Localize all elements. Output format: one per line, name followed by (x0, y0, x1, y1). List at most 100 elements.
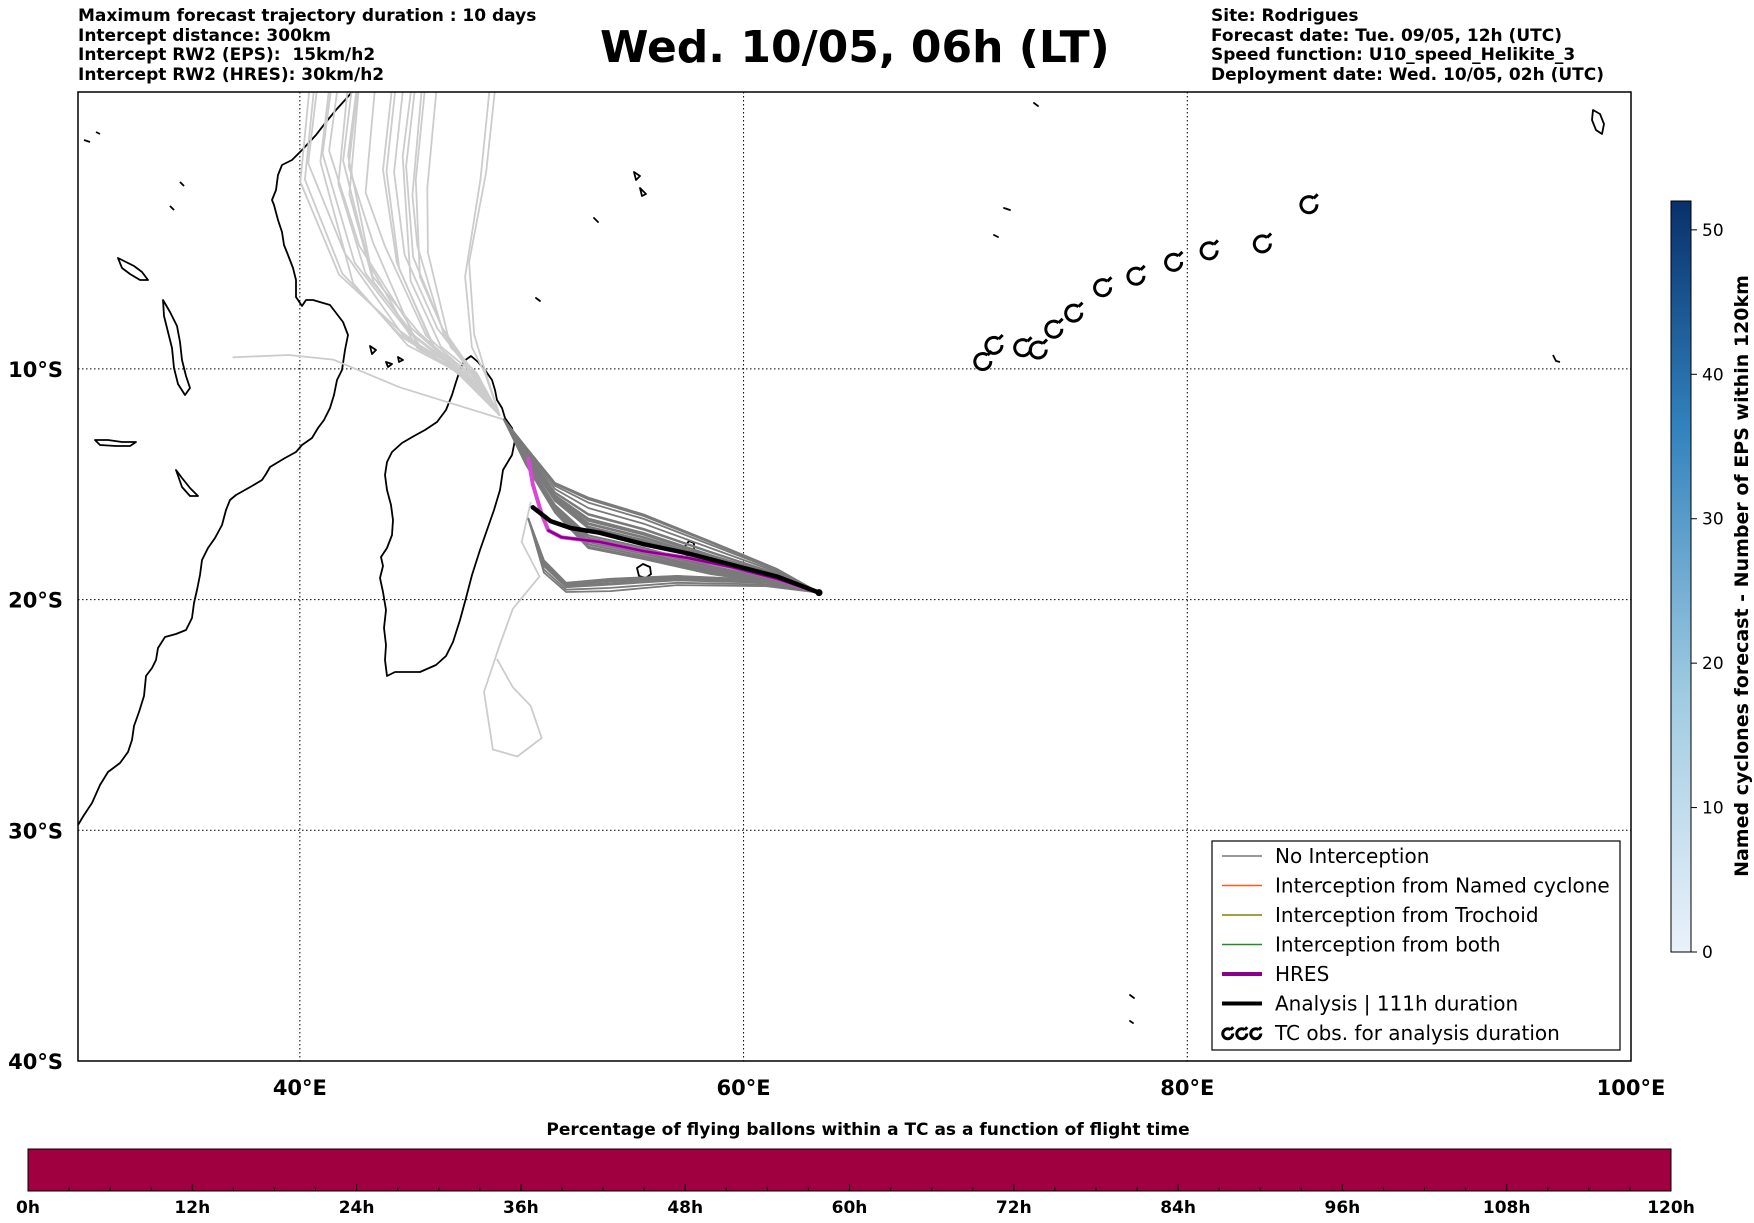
colorbar-gradient (1670, 200, 1692, 953)
header-right-line: Speed function: U10_speed_Helikite_3 (1211, 45, 1576, 65)
cyclone-arc (1028, 340, 1048, 360)
colorbar-tick-label: 30 (1702, 510, 1724, 530)
eps-trajectory-line (503, 418, 820, 594)
colorbar-tick-label: 20 (1702, 654, 1724, 674)
eps-trajectory-line (527, 517, 820, 594)
cyclone-tail (997, 333, 1004, 341)
header-left-line: Intercept RW2 (EPS): 15km/h2 (78, 45, 376, 65)
eps-far-trajectory-line (232, 354, 505, 421)
flight-time-tick-label: 0h (16, 1198, 40, 1218)
eps-far-trajectory-line (328, 92, 501, 416)
x-tick-label: 60°E (717, 1076, 771, 1100)
colorbar-tick-label: 40 (1702, 365, 1724, 385)
cyclone-tail (1139, 264, 1146, 271)
flight-time-tick-label: 60h (832, 1198, 868, 1218)
cyclone-arc (1252, 234, 1272, 254)
cyclone-arc (984, 335, 1004, 355)
legend-cyclone-symbol (1221, 1026, 1235, 1041)
cyclone-arc (1221, 1027, 1235, 1041)
tc-observation-marker (1093, 276, 1113, 298)
cyclone-arc (1126, 266, 1146, 286)
cyclone-tail (1229, 1026, 1235, 1031)
coastlines (78, 92, 1605, 1024)
flight-time-bar-title: Percentage of flying ballons within a TC… (546, 1120, 1189, 1140)
y-tick-label: 20°S (8, 589, 63, 613)
header-right-line: Forecast date: Tue. 09/05, 12h (UTC) (1211, 25, 1562, 46)
colorbar-tick-label: 10 (1702, 799, 1724, 819)
tc-observation-marker (1164, 250, 1184, 272)
reunion-island-coastline (636, 563, 652, 579)
eps-far-trajectory-line (464, 92, 501, 416)
legend-label: Interception from both (1275, 933, 1501, 957)
legend-cyclone-symbol (1249, 1026, 1263, 1041)
legend-box (1211, 840, 1621, 1051)
eps-trajectory-line (527, 517, 820, 594)
eps-trajectory-line (503, 418, 820, 594)
colorbar-axis-label: Named cyclones forecast - Number of EPS … (1731, 275, 1753, 877)
map-axis-tick-labels: 40°E 60°E 80°E 100°E 10°S 20°S 30°S 40°S (8, 358, 1665, 1100)
tc-observation-marker (1252, 232, 1273, 254)
cyclone-tail (1177, 250, 1184, 257)
eps-far-trajectory-line (483, 501, 543, 758)
cyclone-arc (1164, 252, 1184, 272)
tc-observation-marker (1013, 336, 1033, 358)
seychelles-coastline (535, 171, 647, 302)
eps-far-trajectory-line (347, 92, 501, 416)
flight-time-tick-label: 120h (1647, 1198, 1695, 1218)
tc-observation-marker (1199, 239, 1219, 261)
flight-time-tick-label: 48h (667, 1198, 703, 1218)
cyclone-arc (973, 352, 993, 371)
header-left-line: Maximum forecast trajectory duration : 1… (78, 6, 537, 26)
eps-trajectory-line (527, 517, 820, 594)
flight-time-tick-label: 96h (1325, 1198, 1361, 1218)
cyclone-arc (1064, 303, 1084, 323)
legend-label: HRES (1275, 962, 1329, 986)
cyclone-arc (1199, 241, 1219, 261)
flight-time-tick-label: 12h (174, 1198, 210, 1218)
eps-far-trajectory-line (364, 92, 501, 416)
flight-time-tick-label: 84h (1160, 1198, 1196, 1218)
colorbar-tick-label: 0 (1702, 943, 1713, 963)
tc-observation-marker (984, 333, 1004, 355)
legend: No Interception Interception from Named c… (1211, 840, 1621, 1051)
flight-time-tick-label: 72h (996, 1198, 1032, 1218)
y-tick-label: 30°S (8, 819, 63, 843)
cyclone-tail (1212, 239, 1219, 246)
header-right-line: Deployment date: Wed. 10/05, 02h (UTC) (1211, 64, 1605, 85)
header-left-info: Maximum forecast trajectory duration : 1… (78, 6, 537, 85)
launch-site-marker (815, 589, 823, 597)
eps-trajectory-line (527, 517, 820, 594)
cyclone-tail (1041, 338, 1049, 345)
legend-cyclone-symbol (1235, 1026, 1249, 1041)
x-tick-label: 40°E (273, 1076, 327, 1100)
analysis-trajectory (530, 505, 822, 595)
flight-time-tick-label: 24h (339, 1198, 375, 1218)
eps-far-trajectory-line (426, 92, 501, 416)
legend-label: Interception from Named cyclone (1275, 874, 1610, 898)
cyclone-tail (1243, 1026, 1249, 1031)
tc-observation-marker (1126, 264, 1146, 286)
x-tick-label: 80°E (1160, 1076, 1214, 1100)
right-colorbar: 0 10 20 30 40 50 Named cyclones forecast - Nu… (1670, 200, 1753, 963)
cyclone-tail (1026, 336, 1033, 343)
eps-trajectory-line (503, 418, 820, 594)
eps-far-trajectory-line (411, 92, 501, 416)
tc-observation-marker (1028, 338, 1049, 360)
legend-label: No Interception (1275, 844, 1429, 868)
tc-observation-marker (1299, 193, 1319, 215)
cyclone-arc (1044, 319, 1064, 339)
legend-label: TC obs. for analysis duration (1274, 1021, 1560, 1045)
map-frame (77, 91, 1632, 1062)
cyclone-arc (1235, 1027, 1249, 1041)
legend-label: Analysis | 111h duration (1275, 992, 1518, 1016)
sri-lanka-coastline (1591, 109, 1605, 135)
x-tick-label: 100°E (1597, 1076, 1666, 1100)
flight-time-tick-label: 36h (503, 1198, 539, 1218)
eps-far-trajectory-line (307, 92, 501, 416)
chart-title: Wed. 10/05, 06h (LT) (600, 22, 1110, 73)
cyclone-arc (1093, 278, 1113, 298)
cyclone-tail (1257, 1026, 1263, 1031)
cyclone-tail (1312, 193, 1319, 200)
flight-time-tick-label: 108h (1483, 1198, 1531, 1218)
